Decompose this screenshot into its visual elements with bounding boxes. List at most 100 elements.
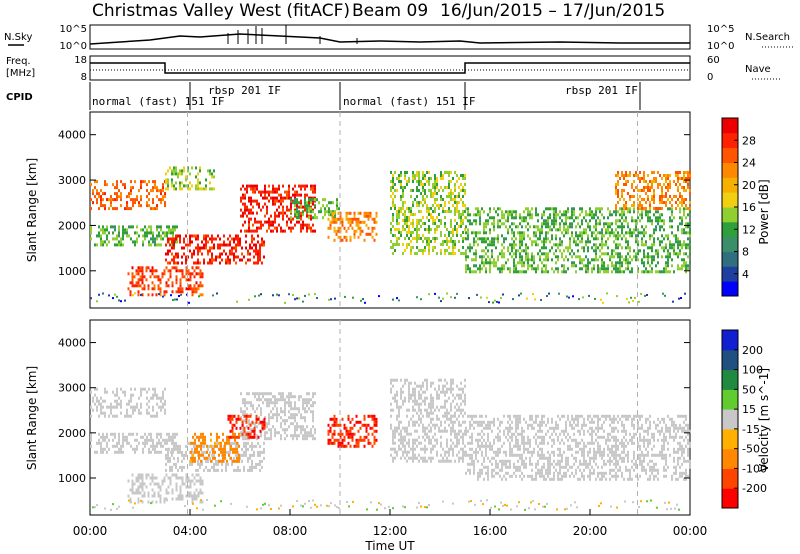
power-cell (469, 213, 471, 217)
power-cell (597, 267, 599, 271)
power-cell (139, 275, 142, 279)
velocity-cell (112, 405, 114, 409)
power-cell (539, 237, 541, 241)
power-cell (641, 204, 643, 207)
power-cell (629, 261, 631, 265)
power-cell (406, 216, 408, 219)
velocity-cell (232, 447, 234, 451)
velocity-cell (432, 423, 434, 427)
velocity-cell (266, 398, 268, 402)
power-cell (625, 255, 627, 259)
power-cell (615, 192, 617, 195)
velocity-cell (252, 392, 254, 396)
velocity-cell (137, 479, 140, 483)
power-cell (513, 210, 515, 214)
power-cell (175, 290, 178, 294)
power-cell (320, 207, 322, 211)
power-cell (665, 192, 667, 195)
power-cell (175, 187, 177, 191)
velocity-cell (394, 447, 396, 451)
velocity-cell (114, 435, 116, 439)
power-cell (501, 255, 503, 259)
power-cell (641, 261, 643, 265)
velocity-cell (126, 408, 128, 412)
velocity-cell (456, 438, 458, 442)
power-cell (256, 226, 258, 230)
velocity-cell (294, 407, 296, 411)
power-cell (418, 249, 420, 252)
velocity-cell (452, 453, 454, 457)
power-cell (619, 267, 621, 271)
power-cell (653, 180, 655, 183)
velocity-cell (406, 459, 408, 463)
power-ground-cell (600, 298, 602, 301)
power-cell (565, 219, 567, 223)
power-cell (274, 220, 276, 224)
power-cell (141, 287, 144, 291)
velocity-cell (442, 387, 444, 391)
power-cell (300, 211, 302, 215)
velocity-cell (428, 411, 430, 415)
power-cell (365, 232, 368, 236)
power-cell (414, 198, 416, 201)
power-cell (481, 258, 483, 262)
velocity-cell (201, 462, 203, 466)
velocity-cell (290, 434, 292, 438)
velocity-cell (458, 441, 460, 445)
power-cell (450, 195, 452, 198)
power-cell (118, 240, 120, 244)
velocity-cell (294, 401, 296, 405)
velocity-cell (280, 437, 282, 441)
power-cell (141, 293, 144, 297)
power-cell (501, 267, 503, 271)
power-cell (565, 255, 567, 259)
power-cell (541, 213, 543, 217)
power-cell (244, 220, 246, 224)
power-cell (132, 198, 134, 202)
velocity-cell (226, 438, 228, 442)
velocity-cell (243, 414, 246, 418)
power-cell (357, 220, 360, 224)
power-cell (288, 226, 290, 230)
power-cell (424, 237, 426, 240)
velocity-cell (245, 432, 248, 436)
power-cell (90, 225, 92, 229)
power-cell (237, 255, 239, 259)
power-cell (689, 234, 691, 238)
power-cell (641, 258, 643, 262)
power-cell (629, 210, 631, 214)
power-cell (112, 237, 114, 241)
velocity-cell (288, 425, 290, 429)
velocity-cell (412, 399, 414, 403)
power-cell (665, 204, 667, 207)
velocity-cell (452, 378, 454, 382)
power-cell (294, 198, 296, 202)
power-cell (306, 204, 308, 208)
power-cell (416, 180, 418, 183)
power-cell (635, 171, 637, 174)
velocity-cell (242, 431, 244, 435)
velocity-cell (426, 426, 428, 430)
power-cell (657, 261, 659, 265)
power-cell (175, 166, 177, 170)
velocity-cell (456, 435, 458, 439)
power-cell (535, 240, 537, 244)
power-cell (240, 229, 242, 233)
power-cell (637, 189, 639, 192)
power-cell (128, 234, 130, 238)
power-cell (404, 222, 406, 225)
power-cell (127, 287, 130, 291)
velocity-cell (465, 426, 467, 430)
power-cell (292, 226, 294, 230)
power-cell (152, 207, 154, 211)
power-cell (493, 225, 495, 229)
velocity-cell (140, 411, 142, 415)
power-cell (579, 225, 581, 229)
velocity-cell (204, 441, 206, 445)
velocity-cell (414, 447, 416, 451)
velocity-cell (394, 429, 396, 433)
power-cell (235, 249, 237, 253)
velocity-cell (298, 434, 300, 438)
power-cell (673, 249, 675, 253)
power-cell (392, 174, 394, 177)
